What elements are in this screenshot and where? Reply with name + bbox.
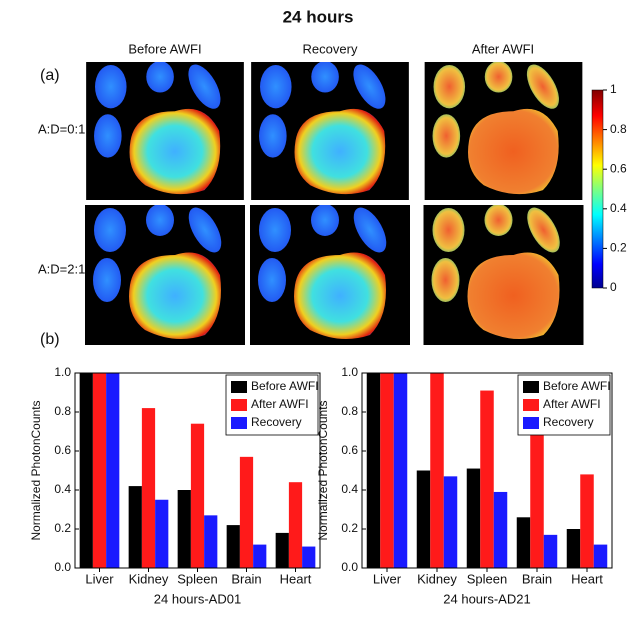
x-axis-label: 24 hours-AD21: [443, 591, 530, 606]
legend-label: Before AWFI: [543, 379, 611, 393]
heatmap-image: [85, 205, 245, 345]
bar: [106, 373, 120, 568]
heatmap-image: [251, 62, 409, 200]
heatmap-image: [250, 205, 410, 345]
bar: [443, 476, 458, 568]
bar: [302, 546, 316, 568]
x-tick-label: Spleen: [177, 571, 217, 586]
y-tick-label: 0.0: [54, 560, 71, 574]
colorbar: [591, 89, 604, 289]
legend-swatch: [523, 399, 539, 411]
plot-frame: [361, 372, 613, 569]
colorbar-tick-label: 1: [610, 82, 617, 96]
column-label: Before AWFI: [128, 41, 201, 56]
y-tick-label: 0.6: [54, 443, 71, 457]
legend-label: After AWFI: [543, 397, 601, 411]
y-tick-label: 0.4: [341, 482, 358, 496]
y-axis-label: Normalized PhotonCounts: [316, 400, 330, 540]
legend-swatch: [523, 417, 539, 429]
y-tick-label: 0.6: [341, 443, 358, 457]
panel-label: (a): [40, 67, 60, 84]
y-tick-label: 1.0: [54, 365, 71, 379]
legend-swatch: [231, 399, 247, 411]
bar: [190, 423, 205, 568]
bar: [79, 373, 93, 568]
x-tick-label: Liver: [85, 571, 114, 586]
x-tick-label: Heart: [571, 571, 603, 586]
bar: [141, 408, 156, 568]
column-label: After AWFI: [472, 41, 534, 56]
colorbar-tick-label: 0.4: [610, 201, 627, 215]
bar: [393, 373, 408, 568]
colorbar-tick-label: 0.8: [610, 122, 627, 136]
bar: [275, 532, 289, 568]
legend-swatch: [231, 381, 247, 393]
x-tick-label: Kidney: [417, 571, 457, 586]
y-tick-label: 0.4: [54, 482, 71, 496]
x-tick-label: Kidney: [129, 571, 169, 586]
heatmap-image: [86, 62, 244, 200]
bar: [593, 544, 608, 568]
bar: [204, 515, 218, 568]
bar: [380, 373, 394, 568]
legend-label: Before AWFI: [251, 379, 319, 393]
bar: [566, 529, 581, 568]
legend-swatch: [231, 417, 247, 429]
legend-label: After AWFI: [251, 397, 309, 411]
row-label: A:D=0:1: [38, 121, 85, 136]
bar: [466, 468, 481, 568]
bar: [493, 491, 508, 568]
colorbar-tick-label: 0.2: [610, 241, 627, 255]
legend-label: Recovery: [543, 415, 594, 429]
bar: [516, 517, 531, 568]
x-tick-label: Liver: [373, 571, 402, 586]
y-tick-label: 0.8: [341, 404, 358, 418]
heatmap-image: [424, 62, 583, 200]
bar: [580, 474, 594, 568]
colorbar-tick-label: 0: [610, 280, 617, 294]
bar: [530, 429, 544, 568]
y-tick-label: 1.0: [341, 365, 358, 379]
column-label: Recovery: [303, 41, 358, 56]
bar: [430, 373, 444, 568]
figure-title: 24 hours: [283, 7, 354, 26]
bar: [288, 482, 303, 568]
y-tick-label: 0.8: [54, 404, 71, 418]
row-label: A:D=2:1: [38, 261, 85, 276]
bar: [226, 525, 240, 568]
y-tick-label: 0.2: [341, 521, 358, 535]
bar: [416, 470, 431, 568]
heatmap-image: [423, 205, 584, 345]
colorbar-tick-label: 0.6: [610, 161, 627, 175]
legend-swatch: [523, 381, 539, 393]
bar: [366, 373, 381, 568]
legend-label: Recovery: [251, 415, 302, 429]
bar: [480, 390, 494, 568]
bar: [543, 534, 558, 568]
x-axis-label: 24 hours-AD01: [154, 591, 241, 606]
x-tick-label: Brain: [522, 571, 552, 586]
bar: [239, 456, 254, 568]
plot-frame: [74, 372, 321, 569]
panel-label: (b): [40, 331, 60, 348]
bar: [128, 486, 142, 568]
x-tick-label: Brain: [231, 571, 261, 586]
y-axis-label: Normalized PhotonCounts: [29, 400, 43, 540]
bar: [155, 499, 169, 568]
y-tick-label: 0.2: [54, 521, 71, 535]
bar: [92, 373, 107, 568]
y-tick-label: 0.0: [341, 560, 358, 574]
x-tick-label: Heart: [280, 571, 312, 586]
x-tick-label: Spleen: [467, 571, 507, 586]
bar: [253, 544, 267, 568]
bar: [177, 490, 191, 568]
